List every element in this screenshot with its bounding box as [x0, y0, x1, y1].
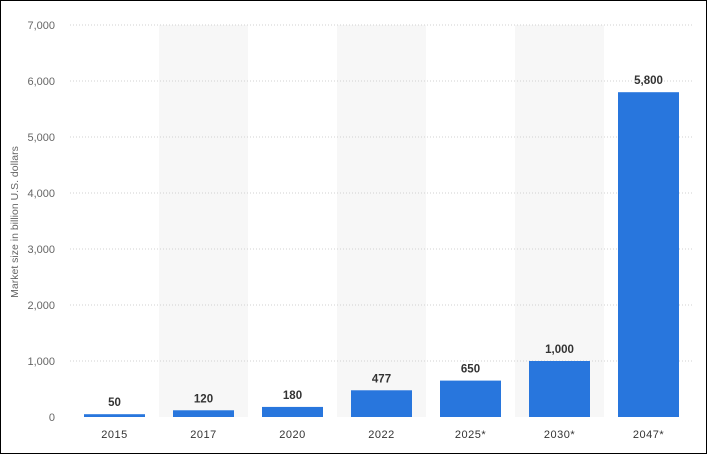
y-tick-label: 0	[49, 412, 55, 424]
category-band	[515, 25, 604, 417]
y-tick-label: 7,000	[27, 20, 55, 32]
bar	[262, 406, 323, 417]
bar	[618, 92, 679, 417]
x-tick-label: 2047*	[633, 429, 664, 441]
y-axis-ticks: 0 1,000 2,000 3,000 4,000 5,000 6,000 7,000	[27, 20, 55, 424]
category-band	[337, 25, 426, 417]
x-tick-label: 2025*	[455, 429, 486, 441]
bar-value-label: 120	[194, 393, 213, 405]
x-tick-label: 2022	[368, 429, 394, 441]
y-tick-label: 6,000	[27, 76, 55, 88]
y-tick-label: 5,000	[27, 132, 55, 144]
bar-value-label: 50	[108, 397, 121, 409]
bar	[173, 410, 234, 417]
x-axis-ticks: 2015 2017 2020 2022 2025* 2030* 2047*	[101, 429, 664, 441]
y-axis-title: Market size in billion U.S. dollars	[9, 146, 21, 298]
category-band	[159, 25, 248, 417]
y-tick-label: 1,000	[27, 356, 55, 368]
bar-value-label: 5,800	[634, 75, 663, 87]
x-tick-label: 2017	[190, 429, 216, 441]
bar	[529, 361, 590, 417]
bar-value-label: 1,000	[545, 344, 574, 356]
bar-value-label: 180	[283, 390, 302, 402]
x-tick-label: 2020	[279, 429, 305, 441]
bar	[351, 390, 412, 417]
bars	[84, 92, 679, 417]
y-tick-label: 4,000	[27, 188, 55, 200]
data-labels: 50 120 180 477 650 1,000 5,800	[108, 75, 663, 409]
x-tick-label: 2030*	[544, 429, 575, 441]
bar-value-label: 477	[372, 373, 391, 385]
y-tick-label: 3,000	[27, 244, 55, 256]
y-tick-label: 2,000	[27, 300, 55, 312]
bar	[84, 414, 145, 417]
category-bands	[159, 25, 604, 417]
bar	[440, 380, 501, 417]
bar-value-label: 650	[461, 364, 480, 376]
x-tick-label: 2015	[101, 429, 127, 441]
